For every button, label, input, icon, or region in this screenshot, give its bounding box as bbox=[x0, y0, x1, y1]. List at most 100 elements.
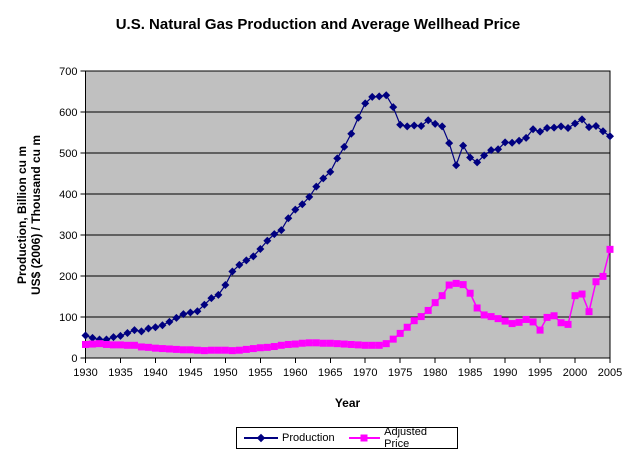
production-marker bbox=[375, 92, 384, 101]
production-marker bbox=[473, 158, 482, 167]
production-marker bbox=[466, 153, 475, 162]
production-marker bbox=[389, 103, 398, 112]
adjusted-price-marker bbox=[109, 341, 117, 349]
adjusted-price-marker bbox=[578, 290, 586, 298]
production-marker bbox=[361, 99, 370, 108]
adjusted-price-marker bbox=[347, 340, 355, 348]
adjusted-price-marker bbox=[165, 345, 173, 353]
production-marker bbox=[417, 121, 426, 130]
adjusted-price-marker bbox=[375, 341, 383, 349]
production-marker bbox=[130, 326, 139, 335]
production-marker bbox=[347, 129, 356, 138]
production-marker bbox=[382, 91, 391, 100]
adjusted-price-marker bbox=[340, 340, 348, 348]
adjusted-price-marker bbox=[529, 318, 537, 326]
legend-label-production: Production bbox=[282, 432, 335, 444]
adjusted-price-marker bbox=[137, 343, 145, 351]
price-square-icon bbox=[360, 434, 368, 442]
adjusted-price-marker bbox=[130, 341, 138, 349]
x-tick-label: 1995 bbox=[528, 367, 552, 379]
adjusted-price-marker bbox=[382, 340, 390, 348]
production-marker bbox=[81, 331, 90, 340]
production-marker bbox=[501, 138, 510, 147]
production-marker bbox=[312, 182, 321, 191]
production-marker bbox=[340, 142, 349, 151]
x-tick-label: 1980 bbox=[423, 367, 447, 379]
production-marker bbox=[522, 133, 531, 142]
production-marker bbox=[396, 120, 405, 129]
legend-item-adjusted-price: Adjusted Price bbox=[348, 426, 450, 450]
production-marker bbox=[291, 205, 300, 214]
production-marker bbox=[242, 256, 251, 265]
production-marker bbox=[235, 260, 244, 269]
production-marker bbox=[480, 151, 489, 160]
x-tick-label: 1945 bbox=[178, 367, 202, 379]
adjusted-price-marker bbox=[82, 340, 89, 348]
production-marker bbox=[438, 122, 447, 131]
production-marker bbox=[368, 92, 377, 101]
production-marker bbox=[333, 154, 342, 163]
production-marker bbox=[452, 161, 461, 170]
chart-legend: Production Adjusted Price bbox=[236, 426, 458, 450]
adjusted-price-marker bbox=[550, 312, 558, 320]
production-marker bbox=[424, 116, 433, 125]
x-tick-label: 1965 bbox=[318, 367, 342, 379]
adjusted-price-marker bbox=[200, 347, 208, 355]
adjusted-price-marker bbox=[228, 347, 236, 355]
x-tick-label: 1985 bbox=[458, 367, 482, 379]
adjusted-price-marker bbox=[242, 345, 250, 353]
adjusted-price-marker bbox=[312, 339, 320, 347]
production-marker bbox=[123, 328, 132, 337]
x-tick-label: 1930 bbox=[73, 367, 97, 379]
x-tick-label: 1935 bbox=[108, 367, 132, 379]
production-marker bbox=[550, 123, 559, 132]
production-marker bbox=[193, 307, 202, 316]
plot-background bbox=[85, 71, 610, 358]
x-tick-label: 1940 bbox=[143, 367, 167, 379]
adjusted-price-marker bbox=[487, 313, 495, 321]
production-marker bbox=[186, 308, 195, 317]
adjusted-price-marker bbox=[417, 313, 425, 321]
production-marker bbox=[354, 113, 363, 122]
production-marker bbox=[144, 324, 153, 333]
production-marker bbox=[536, 127, 545, 136]
adjusted-price-marker bbox=[599, 272, 607, 280]
adjusted-price-marker bbox=[319, 339, 327, 347]
legend-item-production: Production bbox=[244, 432, 335, 444]
adjusted-price-marker bbox=[256, 344, 264, 352]
adjusted-price-marker bbox=[179, 346, 187, 354]
adjusted-price-marker bbox=[277, 341, 285, 349]
x-tick-label: 1990 bbox=[493, 367, 517, 379]
adjusted-price-marker bbox=[466, 289, 474, 297]
y-tick-label: 0 bbox=[71, 353, 77, 365]
adjusted-price-marker bbox=[564, 320, 572, 328]
adjusted-price-marker bbox=[473, 304, 481, 312]
production-marker bbox=[592, 121, 601, 130]
production-marker bbox=[200, 300, 209, 309]
y-tick-label: 700 bbox=[59, 66, 77, 78]
y-tick-label: 300 bbox=[59, 230, 77, 242]
production-marker bbox=[494, 145, 503, 154]
y-tick-label: 200 bbox=[59, 271, 77, 283]
adjusted-price-marker bbox=[480, 311, 488, 319]
production-marker bbox=[564, 123, 573, 132]
production-marker bbox=[585, 123, 594, 132]
production-marker bbox=[508, 138, 517, 147]
production-marker bbox=[319, 174, 328, 183]
x-tick-label: 2000 bbox=[563, 367, 587, 379]
production-diamond-icon bbox=[256, 433, 266, 443]
adjusted-price-marker bbox=[396, 329, 404, 337]
production-marker bbox=[249, 252, 258, 261]
x-tick-label: 1975 bbox=[388, 367, 412, 379]
adjusted-price-marker bbox=[557, 319, 565, 327]
production-marker bbox=[543, 123, 552, 132]
production-marker bbox=[263, 236, 272, 245]
adjusted-price-marker bbox=[214, 346, 222, 354]
y-tick-label: 400 bbox=[59, 189, 77, 201]
production-marker bbox=[284, 214, 293, 223]
adjusted-price-marker bbox=[522, 315, 530, 323]
adjusted-price-marker bbox=[361, 341, 369, 349]
adjusted-price-marker bbox=[207, 346, 215, 354]
production-marker bbox=[207, 294, 216, 303]
x-tick-label: 2005 bbox=[598, 367, 622, 379]
